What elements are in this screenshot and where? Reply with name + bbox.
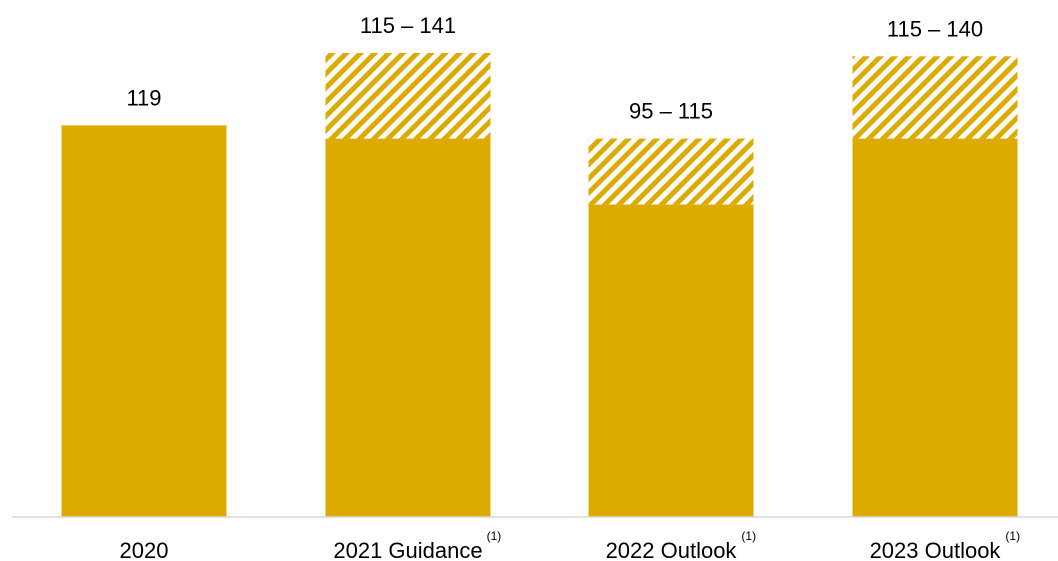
bar-range-3 [588, 138, 754, 205]
footnote-marker-3: (1) [741, 529, 756, 543]
footnote-marker-2: (1) [487, 529, 502, 543]
footnote-marker-4: (1) [1005, 529, 1020, 543]
category-label-3: 2022 Outlook [606, 538, 738, 561]
value-label-2: 115 – 141 [360, 13, 456, 38]
bar-solid-4 [852, 138, 1018, 517]
category-label-1: 2020 [120, 538, 169, 561]
bar-solid-1 [61, 125, 227, 518]
bar-range-2 [325, 53, 491, 139]
bar-solid-3 [588, 204, 754, 517]
category-label-2: 2021 Guidance [333, 538, 482, 561]
category-label-4: 2023 Outlook [870, 538, 1002, 561]
bar-solid-2 [325, 138, 491, 517]
value-label-4: 115 – 140 [887, 16, 983, 41]
value-label-1: 119 [126, 85, 161, 110]
bar-range-4 [852, 56, 1018, 139]
value-label-3: 95 – 115 [629, 99, 713, 124]
